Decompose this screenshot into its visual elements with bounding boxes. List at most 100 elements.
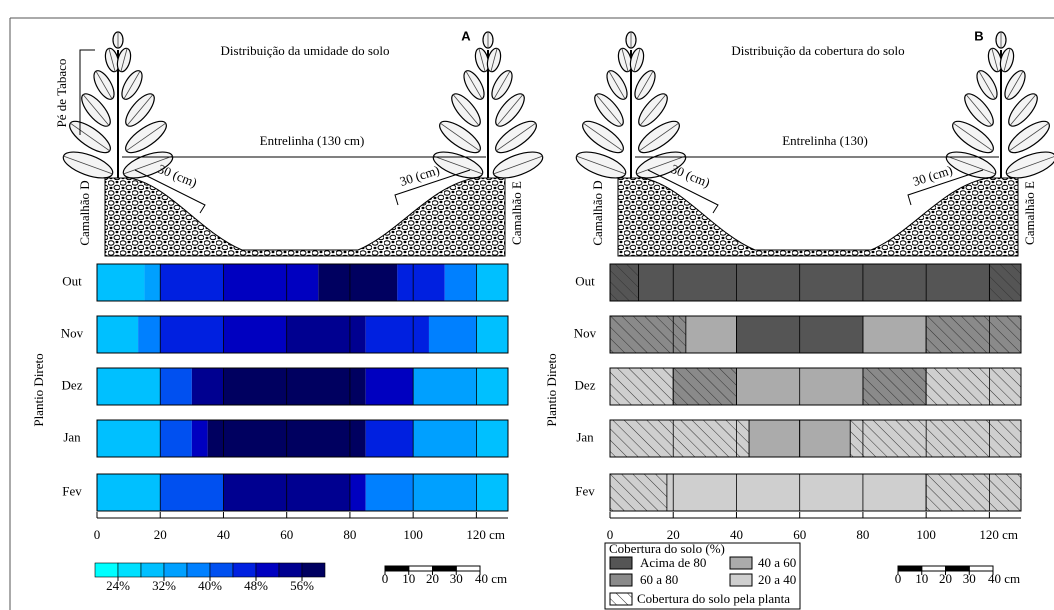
moisture-segment [476, 316, 508, 353]
legend-swatch [730, 557, 752, 569]
x-tick-label: 120 cm [466, 527, 505, 542]
depth-label: 30 (cm) [911, 162, 954, 189]
x-tick-label: 80 [856, 527, 869, 542]
x-tick-label: 60 [793, 527, 806, 542]
x-tick-label: 0 [607, 527, 614, 542]
soil-profile [618, 178, 1018, 256]
row-label: Nov [61, 325, 84, 340]
plant-cover-hatch [926, 368, 1021, 405]
moisture-segment [144, 264, 160, 301]
cover-segment [638, 264, 989, 301]
soil-profile [105, 178, 505, 256]
colorbar-tick-label: 56% [290, 578, 314, 593]
moisture-segment [413, 368, 476, 405]
colorbar-swatch [187, 563, 210, 577]
plant-cover-hatch [926, 316, 1021, 353]
moisture-segment [223, 264, 318, 301]
plant-illustration [943, 32, 1054, 183]
x-tick-label: 40 [217, 527, 230, 542]
scale-tick-label: 0 [895, 571, 902, 586]
row-label: Out [575, 273, 595, 288]
plant-cover-hatch [610, 316, 686, 353]
moisture-segment [97, 474, 160, 511]
panel-title: Distribuição da umidade do solo [221, 43, 390, 58]
row-label: Out [62, 273, 82, 288]
moisture-segment [366, 368, 413, 405]
row-label: Nov [574, 325, 597, 340]
plant-illustration [60, 32, 176, 183]
moisture-segment [287, 316, 366, 353]
scale-tick-label: 40 cm [988, 571, 1020, 586]
moisture-segment [413, 474, 476, 511]
moisture-segment [138, 316, 160, 353]
x-tick-label: 0 [94, 527, 101, 542]
legend-label: 40 a 60 [758, 555, 796, 570]
legend-swatch [610, 557, 632, 569]
plant-cover-hatch [850, 420, 1021, 457]
moisture-segment [476, 264, 508, 301]
depth-label: 30 (cm) [669, 161, 712, 190]
colorbar-tick-label: 40% [198, 578, 222, 593]
legend-title: Cobertura do solo (%) [609, 541, 725, 556]
legend-swatch [610, 593, 632, 605]
moisture-segment [429, 316, 476, 353]
colorbar-swatch [233, 563, 256, 577]
x-tick-label: 100 [916, 527, 936, 542]
moisture-segment [476, 474, 508, 511]
ridge-label: Camalhão D [590, 180, 605, 245]
colorbar-tick-label: 24% [106, 578, 130, 593]
plant-cover-hatch [610, 420, 749, 457]
x-tick-label: 80 [343, 527, 356, 542]
plant-cover-hatch [926, 474, 1021, 511]
ridge-label: Camalhão E [509, 181, 524, 245]
ridge-label: Camalhão E [1022, 181, 1037, 245]
moisture-segment [397, 264, 444, 301]
y-axis-label: Plantio Direto [544, 353, 559, 426]
plant-cover-hatch [863, 368, 926, 405]
row-label: Jan [576, 429, 594, 444]
moisture-segment [366, 420, 413, 457]
plant-illustration [573, 32, 689, 183]
row-label: Fev [575, 483, 595, 498]
scale-tick-label: 0 [382, 571, 389, 586]
plant-cover-hatch [610, 368, 673, 405]
y-axis-label: Plantio Direto [31, 353, 46, 426]
scale-tick-label: 30 [963, 571, 976, 586]
moisture-segment [97, 368, 160, 405]
x-tick-label: 60 [280, 527, 293, 542]
scale-tick-label: 10 [915, 571, 928, 586]
cover-segment [667, 474, 926, 511]
moisture-segment [318, 264, 397, 301]
legend-swatch [610, 574, 632, 586]
moisture-segment [413, 420, 476, 457]
x-tick-label: 100 [403, 527, 423, 542]
x-tick-label: 120 cm [979, 527, 1018, 542]
row-label: Fev [62, 483, 82, 498]
inter-row-label: Entrelinha (130 cm) [260, 133, 365, 148]
moisture-segment [160, 264, 223, 301]
legend-label: 20 a 40 [758, 572, 796, 587]
moisture-segment [223, 316, 286, 353]
panel-title: Distribuição da cobertura do solo [731, 43, 904, 58]
moisture-segment [192, 368, 224, 405]
scale-tick-label: 30 [450, 571, 463, 586]
moisture-segment [97, 420, 160, 457]
x-tick-label: 40 [730, 527, 743, 542]
cover-segment [863, 316, 926, 353]
x-tick-label: 20 [154, 527, 167, 542]
moisture-segment [97, 316, 138, 353]
colorbar-swatch [279, 563, 302, 577]
moisture-segment [366, 316, 429, 353]
scale-tick-label: 40 cm [475, 571, 507, 586]
moisture-segment [366, 474, 413, 511]
colorbar-swatch [95, 563, 118, 577]
colorbar-swatch [302, 563, 325, 577]
figure: Distribuição da umidade do soloAPé de Ta… [0, 0, 1054, 610]
plant-cover-hatch [610, 264, 638, 301]
depth-label: 30 (cm) [398, 162, 441, 189]
colorbar-swatch [210, 563, 233, 577]
moisture-segment [160, 368, 192, 405]
plant-illustration [430, 32, 546, 183]
moisture-segment [476, 368, 508, 405]
colorbar-tick-label: 48% [244, 578, 268, 593]
